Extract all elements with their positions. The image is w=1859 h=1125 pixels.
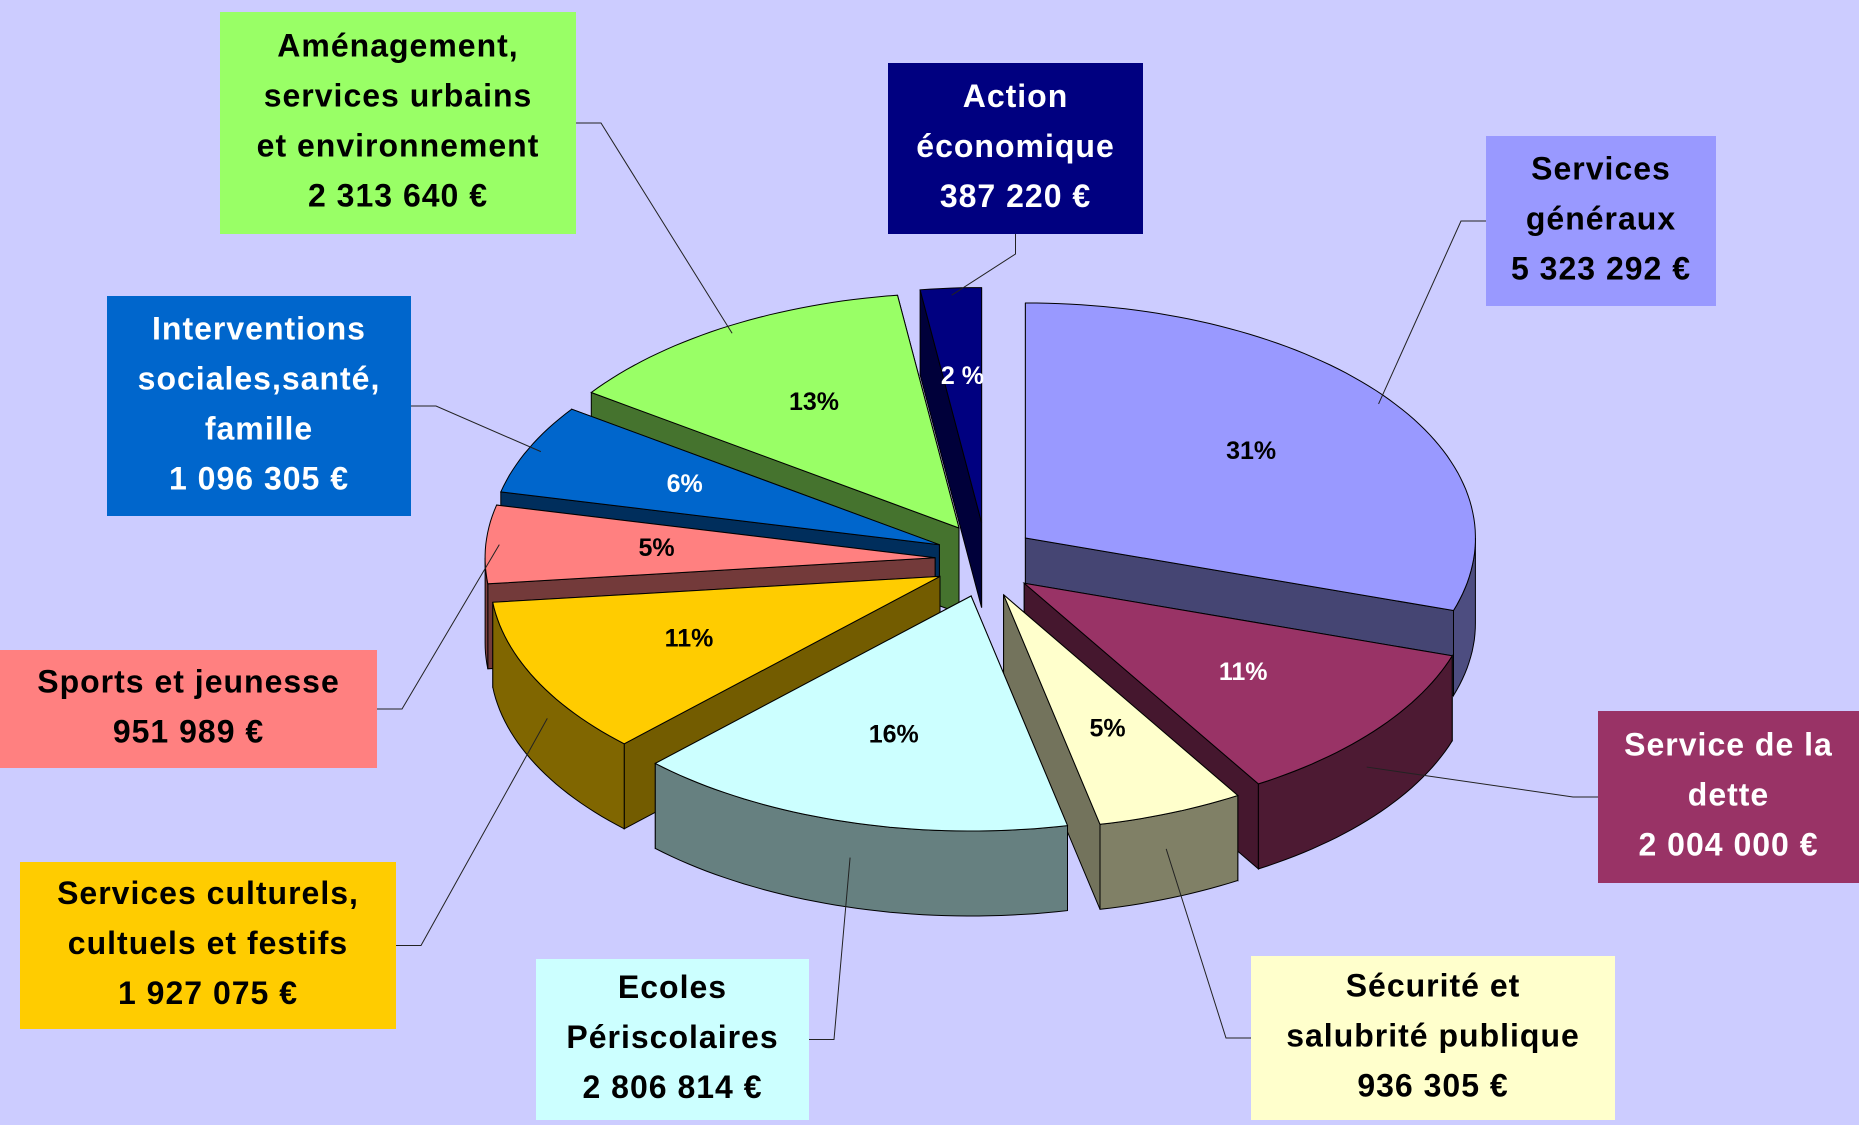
percentage-label: 6% — [667, 470, 703, 498]
label-text: 951 989 € — [113, 713, 264, 749]
percentage-label: 5% — [638, 534, 674, 562]
label-box — [1251, 956, 1615, 1120]
label-text: Périscolaires — [566, 1019, 778, 1055]
label-box — [888, 63, 1143, 234]
label-text: 2 313 640 € — [308, 177, 488, 213]
percentage-label: 16% — [869, 721, 919, 749]
leader-line — [396, 718, 548, 946]
label-text: Ecoles — [618, 969, 727, 1005]
slice — [1024, 302, 1476, 612]
label-text: et environnement — [257, 127, 540, 163]
label-text: 1 927 075 € — [118, 975, 298, 1011]
label-text: Sécurité et — [1346, 967, 1521, 1003]
label-box — [1598, 711, 1859, 883]
label-text: 2 004 000 € — [1638, 826, 1818, 862]
label-text: 387 220 € — [940, 178, 1091, 214]
label-text: 2 806 814 € — [582, 1069, 762, 1105]
label-text: Sports et jeunesse — [37, 663, 340, 699]
label-box — [1486, 136, 1716, 306]
slice — [654, 595, 1069, 832]
label-text: cultuels et festifs — [68, 925, 348, 961]
slice — [500, 408, 940, 546]
leader-line — [576, 122, 733, 334]
leader-line — [411, 405, 542, 453]
percentage-label: 11% — [665, 625, 714, 653]
slice-group — [1003, 593, 1239, 910]
label-box — [220, 12, 576, 234]
label-text: Services culturels, — [57, 875, 359, 911]
slice — [492, 575, 941, 745]
label-text: salubrité publique — [1286, 1017, 1580, 1053]
label-text: Action — [963, 78, 1069, 114]
slice — [484, 504, 936, 585]
leader-line — [1378, 220, 1486, 405]
label-text: Interventions — [152, 310, 366, 346]
label-text: 936 305 € — [1357, 1067, 1508, 1103]
percentage-label: 11% — [1219, 658, 1268, 686]
label-text: Aménagement, — [277, 27, 518, 63]
slice — [1022, 582, 1454, 785]
slice — [919, 287, 983, 523]
percentage-label: 31% — [1226, 437, 1276, 465]
leader-line — [377, 544, 500, 710]
leader-line — [809, 857, 851, 1040]
percentage-label: 2 % — [941, 362, 984, 390]
leader-line — [951, 234, 1016, 296]
label-text: Services — [1531, 150, 1671, 186]
label-text: sociales,santé, — [138, 360, 381, 396]
percentage-label: 13% — [789, 388, 839, 416]
label-text: généraux — [1526, 200, 1676, 236]
label-box — [0, 650, 377, 768]
label-box — [20, 862, 396, 1029]
slice — [590, 294, 960, 529]
label-text: 1 096 305 € — [169, 460, 349, 496]
label-text: économique — [916, 128, 1114, 164]
slice-group — [919, 287, 983, 608]
label-box — [107, 296, 411, 516]
label-text: services urbains — [264, 77, 533, 113]
leader-line — [1366, 766, 1598, 798]
percentage-label: 5% — [1089, 715, 1125, 743]
label-text: Service de la — [1624, 726, 1833, 762]
label-box — [536, 959, 809, 1120]
leader-line — [1165, 848, 1251, 1039]
label-text: 5 323 292 € — [1511, 250, 1691, 286]
label-text: dette — [1688, 776, 1769, 812]
label-text: famille — [205, 410, 313, 446]
slice — [1003, 594, 1239, 825]
slice-group — [654, 595, 1069, 917]
